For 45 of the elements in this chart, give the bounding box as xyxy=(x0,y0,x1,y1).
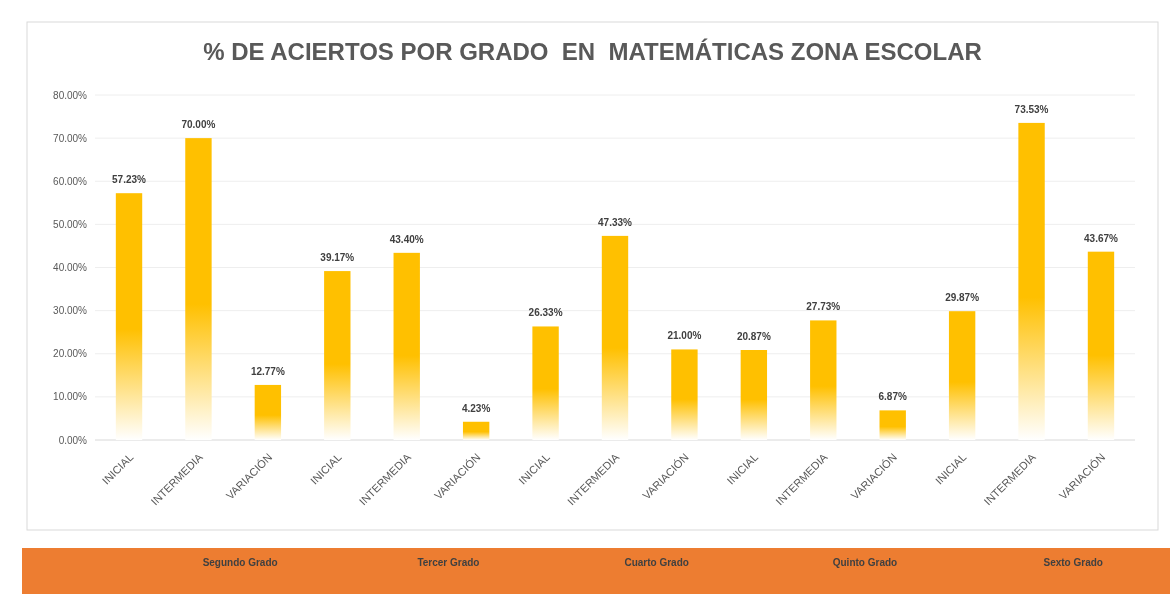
chart-title: % DE ACIERTOS POR GRADO EN MATEMÁTICAS ZONA ESCOLAR xyxy=(203,38,982,65)
text: Segundo Grado xyxy=(202,557,278,568)
data-label: 29.87% xyxy=(945,292,980,304)
y-tick-label: 20.00% xyxy=(53,348,88,360)
text: Quinto Grado xyxy=(832,557,898,568)
bar xyxy=(254,384,282,440)
bar xyxy=(740,350,768,440)
y-tick-label: 50.00% xyxy=(53,218,88,230)
text: Tercer Grado xyxy=(417,557,480,568)
bar xyxy=(1087,251,1115,440)
data-label: 12.77% xyxy=(250,365,285,377)
y-tick-label: 30.00% xyxy=(53,305,88,317)
bar xyxy=(462,421,490,440)
bar xyxy=(810,320,837,440)
data-label: 39.17% xyxy=(320,252,355,264)
data-label: 43.40% xyxy=(389,233,424,245)
bar xyxy=(671,349,698,440)
text: Cuarto Grado xyxy=(624,557,689,568)
data-label: 47.33% xyxy=(598,216,633,228)
y-tick-label: 0.00% xyxy=(58,434,88,446)
text: Sexto Grado xyxy=(1043,557,1103,568)
data-label: 20.87% xyxy=(736,331,771,342)
data-label: 70.00% xyxy=(181,119,216,131)
bar xyxy=(1018,122,1045,440)
data-label: 43.67% xyxy=(1084,232,1119,244)
bar xyxy=(324,271,351,440)
bar xyxy=(115,193,143,440)
data-label: 27.73% xyxy=(806,301,841,313)
y-tick-label: 10.00% xyxy=(53,391,88,403)
bar xyxy=(948,311,976,440)
y-tick-label: 80.00% xyxy=(53,89,88,101)
data-label: 26.33% xyxy=(528,307,563,319)
y-tick-label: 60.00% xyxy=(53,175,88,187)
data-label: 73.53% xyxy=(1014,103,1049,115)
bar xyxy=(185,138,212,440)
bar xyxy=(879,410,906,440)
data-label: 21.00% xyxy=(667,330,702,342)
bar xyxy=(393,252,420,440)
data-label: 4.23% xyxy=(461,402,491,414)
y-tick-label: 40.00% xyxy=(53,262,88,273)
data-label: 57.23% xyxy=(112,174,147,186)
y-tick-label: 70.00% xyxy=(53,132,88,144)
bar xyxy=(601,235,629,440)
bar xyxy=(532,326,559,440)
data-label: 6.87% xyxy=(878,391,907,403)
